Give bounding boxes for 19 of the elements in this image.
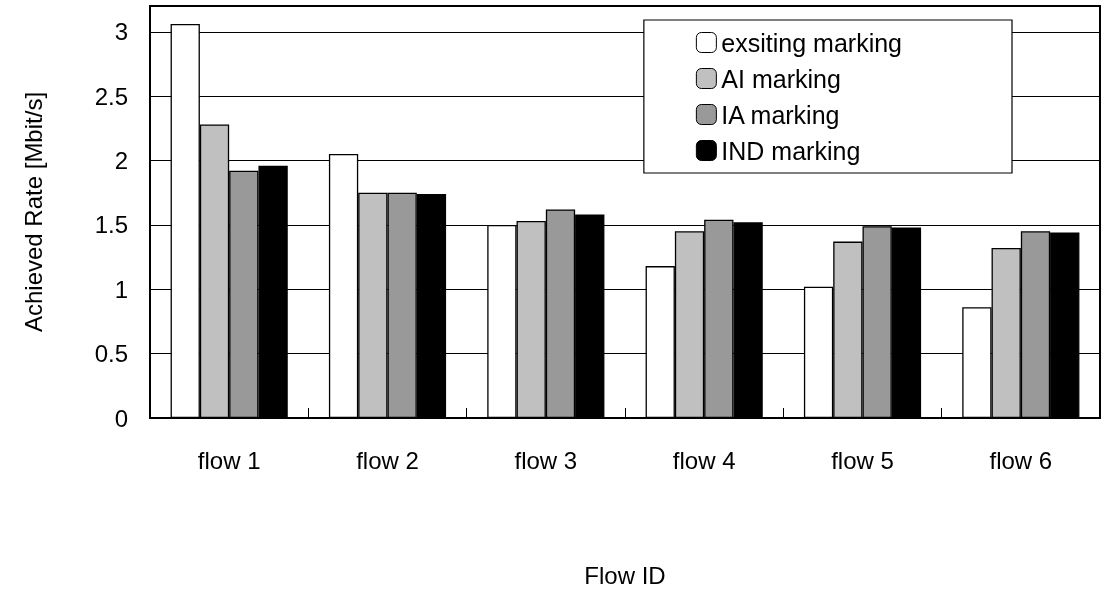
y-tick-label: 2 <box>114 147 128 174</box>
y-tick-label: 1.5 <box>94 211 128 239</box>
x-tick-label: flow 4 <box>672 446 736 474</box>
y-tick-label: 2.5 <box>94 82 128 110</box>
x-axis-title: Flow ID <box>584 561 666 589</box>
legend-label: IND marking <box>721 136 861 165</box>
x-tick-label: flow 1 <box>197 446 261 474</box>
legend-label: exsiting marking <box>721 28 903 57</box>
y-tick-label: 0.5 <box>94 340 128 368</box>
y-tick-label: 0 <box>114 404 128 432</box>
x-tick-label: flow 3 <box>514 446 578 474</box>
x-tick-label: flow 6 <box>989 446 1053 474</box>
legend-label: IA marking <box>721 100 840 129</box>
x-tick-label: flow 2 <box>356 446 419 474</box>
x-tick-label: flow 5 <box>831 446 894 474</box>
y-tick-label: 1 <box>114 275 128 303</box>
legend-label: AI marking <box>721 64 841 93</box>
y-axis-title: Achieved Rate [Mbit/s] <box>19 91 47 333</box>
y-tick-label: 3 <box>114 18 128 46</box>
